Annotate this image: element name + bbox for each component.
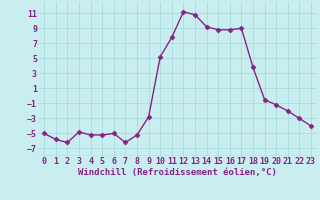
X-axis label: Windchill (Refroidissement éolien,°C): Windchill (Refroidissement éolien,°C)	[78, 168, 277, 177]
